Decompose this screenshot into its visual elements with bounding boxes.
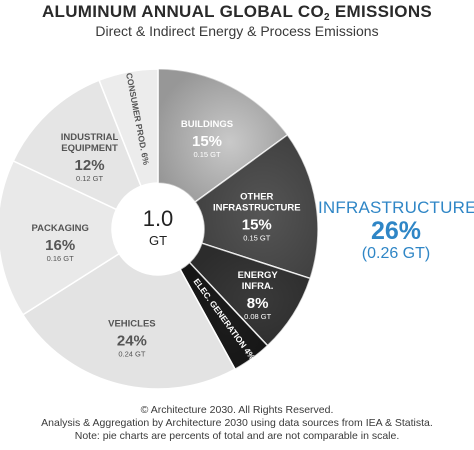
gt-other-infrastructure: 0.15 GT [243, 233, 271, 242]
label-industrial-equipment-line1: INDUSTRIAL [61, 132, 119, 143]
slice-consumer-prod-6 [98, 68, 159, 188]
slice-shade-buildings [158, 69, 288, 202]
center-total-value: 1.0 [143, 206, 174, 231]
infrastructure-callout: INFRASTRUCTURE 26% (0.26 GT) [318, 198, 474, 263]
slice-shade-elec-generation-4 [180, 262, 268, 370]
label-buildings: BUILDINGS [181, 119, 233, 130]
callout-gt: (0.26 GT) [361, 245, 431, 262]
gt-energy-infra: 0.08 GT [244, 312, 272, 321]
label-energy-infra-line1: ENERGY [238, 270, 279, 281]
pct-energy-infra: 8% [247, 295, 269, 312]
gt-buildings: 0.15 GT [193, 150, 221, 159]
gt-packaging: 0.16 GT [47, 254, 75, 263]
pct-buildings: 15% [192, 133, 222, 150]
footer-copyright: © Architecture 2030. All Rights Reserved… [140, 404, 334, 416]
callout-percent: 26% [370, 217, 422, 245]
pct-other-infrastructure: 15% [242, 216, 272, 233]
chart-title: ALUMINUM ANNUAL GLOBAL CO2 EMISSIONS [41, 2, 433, 23]
label-energy-infra-line2: INFRA. [242, 281, 274, 292]
slice-shade-other-infrastructure [195, 134, 318, 279]
label-vehicles: VEHICLES [108, 319, 156, 330]
center-total-unit: GT [149, 233, 167, 248]
label-industrial-equipment-line2: EQUIPMENT [61, 143, 118, 154]
label-other-infrastructure-line1: OTHER [240, 191, 273, 202]
donut-hole [113, 184, 203, 274]
footer-analysis: Analysis & Aggregation by Architecture 2… [41, 417, 433, 429]
slice-vehicles [21, 252, 237, 390]
gt-industrial-equipment: 0.12 GT [76, 174, 104, 183]
pct-industrial-equipment: 12% [75, 157, 105, 174]
pct-packaging: 16% [45, 237, 75, 254]
label-packaging: PACKAGING [32, 223, 89, 234]
callout-name: INFRASTRUCTURE [318, 198, 474, 217]
pct-vehicles: 24% [117, 333, 147, 350]
slice-industrial-equipment [12, 79, 143, 211]
label-other-infrastructure-line2: INFRASTRUCTURE [213, 202, 301, 213]
footer-notes: © Architecture 2030. All Rights Reserved… [0, 404, 474, 443]
chart-subtitle: Direct & Indirect Energy & Process Emiss… [95, 23, 379, 39]
footer-note: Note: pie charts are percents of total a… [74, 430, 400, 442]
slice-packaging [0, 159, 121, 316]
gt-vehicles: 0.24 GT [118, 350, 146, 359]
slice-shade-energy-infra [189, 243, 311, 346]
